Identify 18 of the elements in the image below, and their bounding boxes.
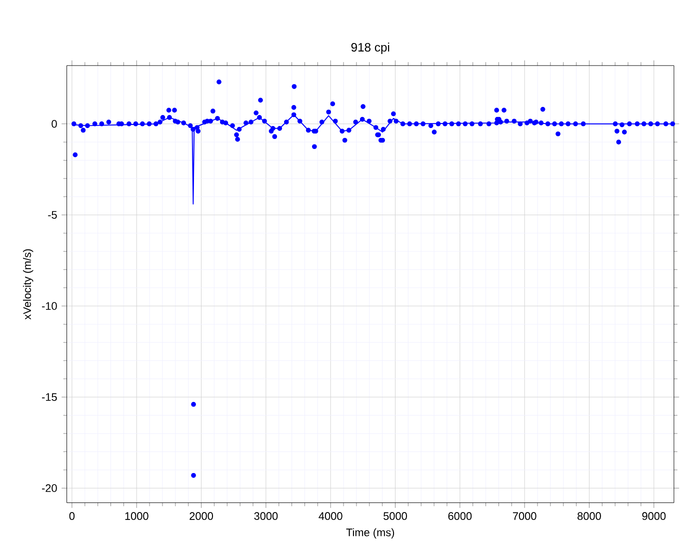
y-axis-title: xVelocity (m/s)	[22, 249, 34, 320]
y-tick-label: -20	[42, 484, 57, 492]
x-axis-title: Time (ms)	[346, 528, 394, 538]
y-tick-label: -5	[48, 210, 57, 219]
x-tick-label: 6000	[448, 512, 472, 520]
x-tick-label: 3000	[254, 512, 278, 520]
x-tick-label: 5000	[384, 512, 407, 520]
chart-subtitle: 918 cpi	[351, 42, 390, 54]
x-tick-label: 9000	[642, 512, 666, 520]
y-tick-label: -10	[42, 302, 57, 310]
x-tick-label: 7000	[512, 512, 536, 520]
x-tick-label: 4000	[318, 512, 342, 520]
x-tick-label: 8000	[578, 512, 601, 520]
y-tick-label: 0	[52, 120, 57, 128]
x-tick-label: 1000	[125, 512, 148, 520]
x-tick-label: 0	[69, 512, 75, 520]
x-tick-label: 2000	[190, 512, 214, 520]
y-tick-label: -15	[42, 393, 57, 401]
